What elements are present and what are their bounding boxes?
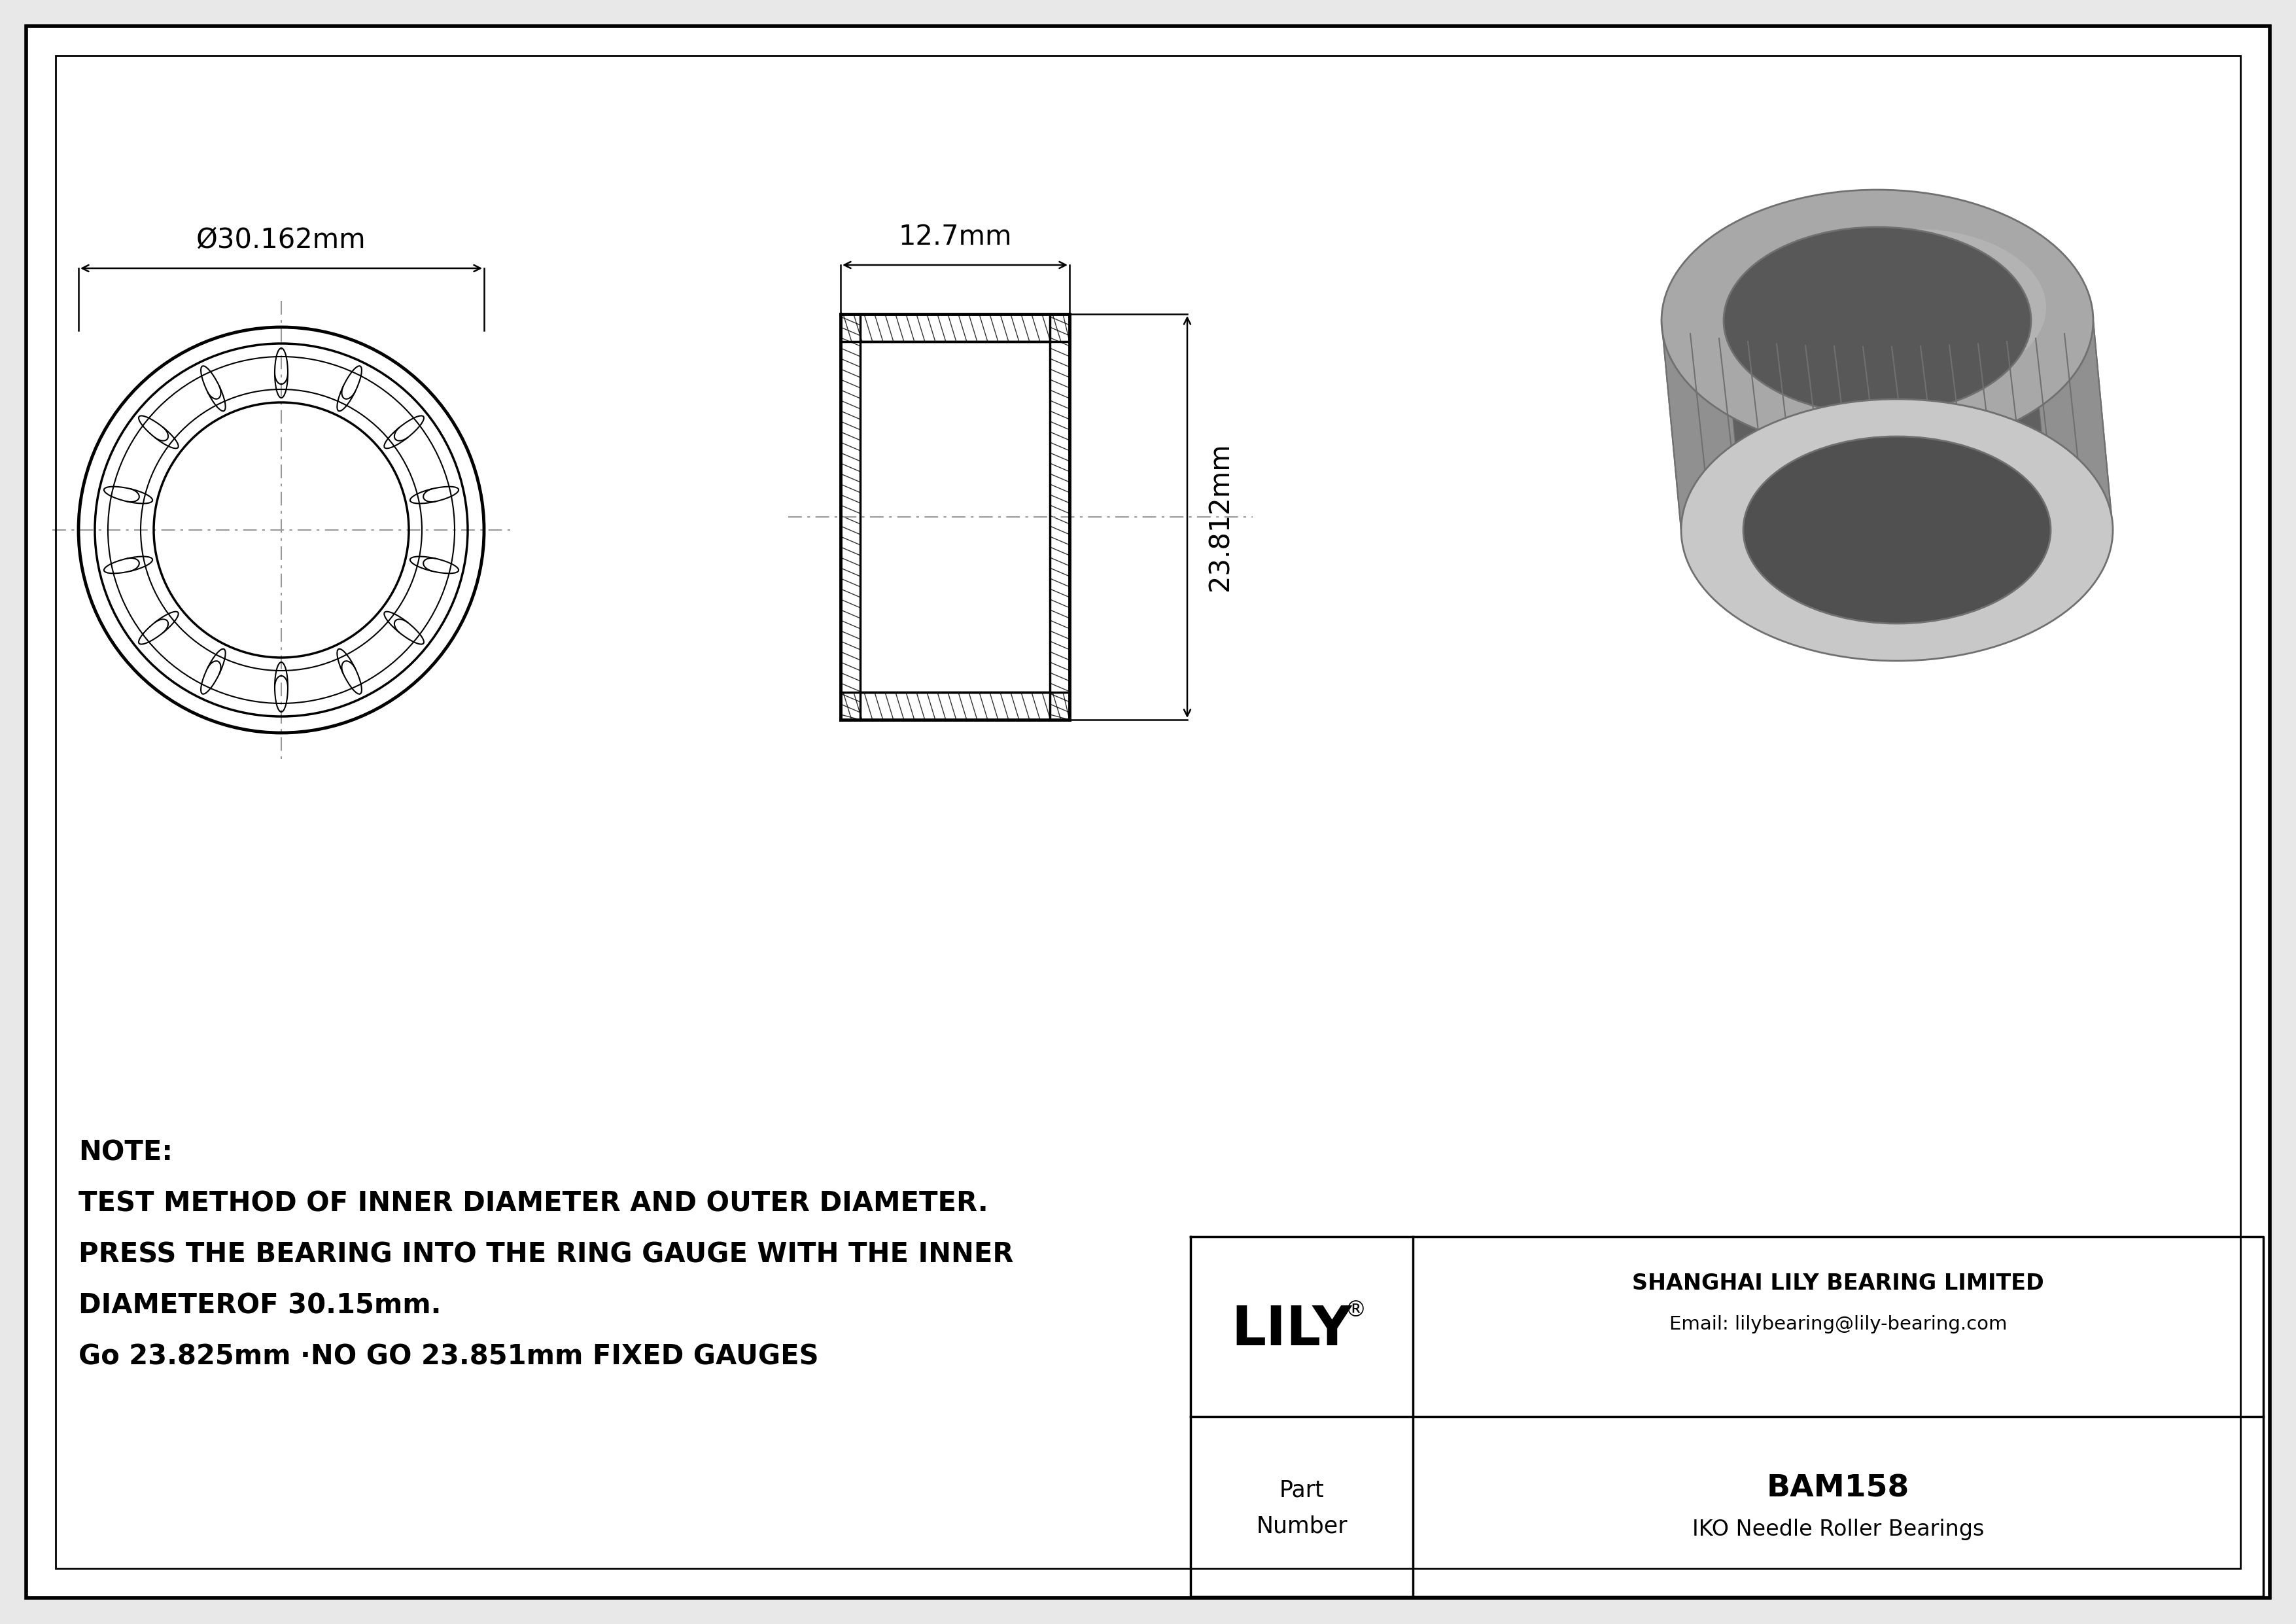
Text: NOTE:: NOTE: xyxy=(78,1138,172,1166)
Text: BAM158: BAM158 xyxy=(1766,1473,1910,1502)
Text: 23.812mm: 23.812mm xyxy=(1208,443,1235,591)
Ellipse shape xyxy=(1724,227,2032,414)
Text: PRESS THE BEARING INTO THE RING GAUGE WITH THE INNER: PRESS THE BEARING INTO THE RING GAUGE WI… xyxy=(78,1241,1013,1268)
Text: SHANGHAI LILY BEARING LIMITED: SHANGHAI LILY BEARING LIMITED xyxy=(1632,1273,2043,1294)
Ellipse shape xyxy=(1681,400,2112,661)
Ellipse shape xyxy=(1662,190,2094,451)
Text: DIAMETEROF 30.15mm.: DIAMETEROF 30.15mm. xyxy=(78,1291,441,1319)
Text: Number: Number xyxy=(1256,1515,1348,1538)
Text: ®: ® xyxy=(1345,1299,1366,1320)
Text: TEST METHOD OF INNER DIAMETER AND OUTER DIAMETER.: TEST METHOD OF INNER DIAMETER AND OUTER … xyxy=(78,1189,987,1216)
Ellipse shape xyxy=(1743,437,2050,624)
Polygon shape xyxy=(1724,320,2050,529)
Text: Go 23.825mm ·NO GO 23.851mm FIXED GAUGES: Go 23.825mm ·NO GO 23.851mm FIXED GAUGES xyxy=(78,1343,820,1371)
Text: Ø30.162mm: Ø30.162mm xyxy=(197,226,365,253)
Text: LILY: LILY xyxy=(1231,1304,1352,1356)
Text: 12.7mm: 12.7mm xyxy=(898,222,1013,250)
Polygon shape xyxy=(1662,320,2112,529)
Text: Email: lilybearing@lily-bearing.com: Email: lilybearing@lily-bearing.com xyxy=(1669,1315,2007,1333)
Ellipse shape xyxy=(1786,229,2046,387)
Text: IKO Needle Roller Bearings: IKO Needle Roller Bearings xyxy=(1692,1518,1984,1540)
Text: Part: Part xyxy=(1279,1479,1325,1501)
